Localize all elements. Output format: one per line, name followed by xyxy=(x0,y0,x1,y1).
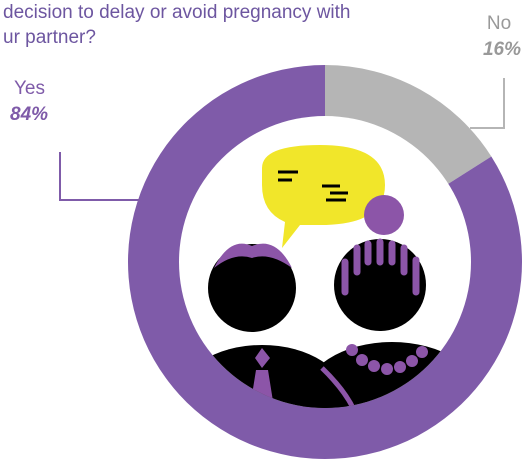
category-label: Yes xyxy=(14,78,45,99)
value-label: 16% xyxy=(483,39,521,60)
leader-lines xyxy=(59,78,505,201)
chart-title: decision to delay or avoid pregnancy wit… xyxy=(3,2,350,23)
chart-title: ur partner? xyxy=(3,27,96,48)
donut-hole xyxy=(179,116,471,408)
value-label: 84% xyxy=(10,104,48,125)
labels: No 16% Yes 84% xyxy=(10,13,521,125)
category-label: No xyxy=(487,13,511,34)
